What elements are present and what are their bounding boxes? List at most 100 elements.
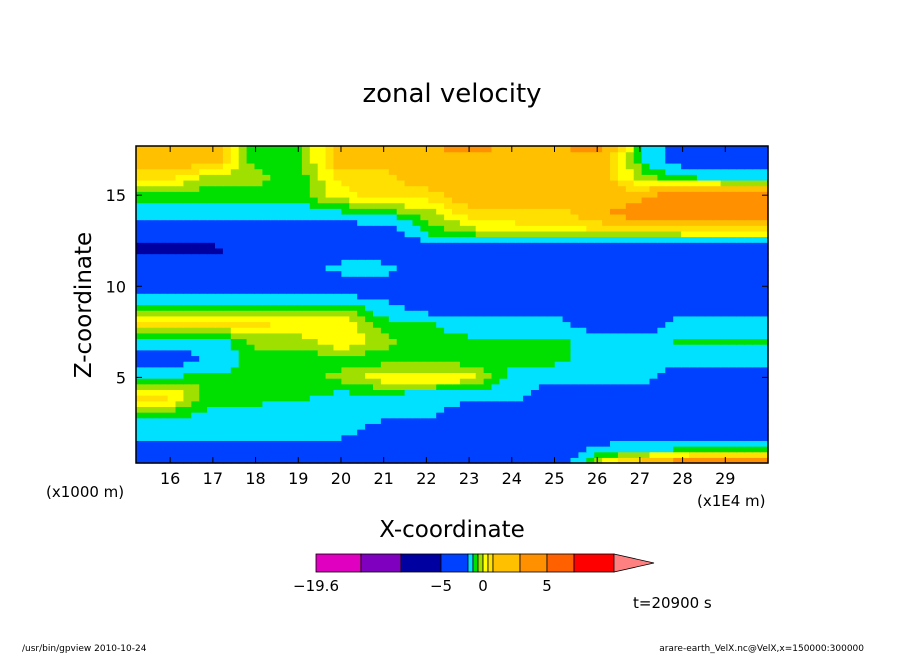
x-unit-left: (x1000 m) [46, 483, 124, 501]
heatmap-cell [199, 179, 208, 187]
heatmap-cell [136, 196, 145, 204]
heatmap-cell [428, 451, 437, 458]
heatmap-cell [215, 338, 224, 345]
heatmap-cell [238, 349, 248, 357]
heatmap-cell [167, 389, 177, 396]
heatmap-cell [760, 174, 769, 181]
heatmap-cell [570, 440, 579, 447]
heatmap-cell [262, 202, 271, 209]
heatmap-cell [641, 366, 651, 374]
heatmap-cell [357, 298, 366, 306]
heatmap-cell [452, 247, 461, 255]
heatmap-cell [633, 434, 643, 441]
heatmap-cell [554, 304, 564, 311]
heatmap-cell [365, 321, 374, 328]
heatmap-cell [420, 185, 429, 192]
heatmap-cell [215, 196, 224, 204]
heatmap-cell [452, 372, 461, 379]
heatmap-cell [349, 310, 358, 317]
heatmap-cell [760, 440, 769, 447]
heatmap-cell [475, 225, 485, 232]
heatmap-cell [294, 327, 303, 334]
heatmap-cell [538, 264, 548, 272]
heatmap-cell [633, 440, 643, 447]
heatmap-cell [420, 429, 429, 436]
heatmap-cell [309, 276, 319, 283]
heatmap-cell [538, 446, 548, 453]
heatmap-cell [325, 281, 335, 289]
heatmap-cell [215, 429, 224, 436]
heatmap-cell [357, 162, 366, 170]
heatmap-cell [736, 344, 745, 351]
heatmap-cell [246, 361, 256, 368]
heatmap-cell [207, 146, 216, 153]
heatmap-cell [349, 264, 358, 272]
heatmap-cell [728, 168, 737, 175]
heatmap-cell [286, 310, 295, 317]
heatmap-cell [428, 332, 437, 340]
heatmap-cell [712, 429, 722, 436]
heatmap-cell [633, 196, 643, 204]
heatmap-cell [159, 349, 169, 357]
heatmap-cell [586, 417, 595, 424]
heatmap-cell [436, 400, 445, 407]
heatmap-cell [467, 434, 477, 441]
heatmap-cell [681, 230, 690, 238]
heatmap-cell [744, 451, 753, 458]
heatmap-cell [341, 400, 350, 407]
heatmap-cell [230, 157, 240, 164]
heatmap-cell [380, 253, 390, 260]
heatmap-cell [475, 146, 485, 153]
heatmap-cell [578, 400, 587, 407]
heatmap-cell [167, 315, 177, 323]
heatmap-cell [673, 298, 682, 306]
heatmap-cell [546, 208, 556, 215]
heatmap-cell [404, 196, 414, 204]
heatmap-cell [246, 457, 256, 464]
heatmap-cell [262, 429, 271, 436]
heatmap-cell [728, 236, 737, 243]
heatmap-cell [278, 304, 287, 311]
heatmap-cell [657, 230, 666, 238]
heatmap-cell [744, 179, 753, 187]
heatmap-cell [696, 185, 706, 192]
heatmap-cell [594, 202, 603, 209]
heatmap-cell [207, 276, 216, 283]
heatmap-cell [325, 151, 335, 158]
heatmap-cell [341, 395, 350, 402]
heatmap-cell [230, 202, 240, 209]
heatmap-cell [396, 446, 406, 453]
heatmap-cell [309, 259, 319, 266]
heatmap-cell [365, 157, 374, 164]
heatmap-cell [333, 417, 342, 424]
heatmap-cell [531, 389, 540, 396]
heatmap-cell [546, 146, 556, 153]
heatmap-cell [238, 451, 248, 458]
heatmap-cell [159, 304, 169, 311]
heatmap-cell [183, 157, 192, 164]
heatmap-cell [681, 236, 690, 243]
heatmap-cell [475, 174, 485, 181]
heatmap-cell [657, 338, 666, 345]
heatmap-cell [238, 191, 248, 198]
heatmap-cell [531, 168, 540, 175]
heatmap-cell [491, 315, 500, 323]
heatmap-cell [365, 151, 374, 158]
heatmap-cell [720, 429, 730, 436]
heatmap-cell [760, 146, 769, 153]
heatmap-cell [578, 270, 587, 277]
heatmap-cell [159, 395, 169, 402]
heatmap-cell [428, 383, 437, 391]
heatmap-cell [246, 451, 256, 458]
heatmap-cell [151, 230, 161, 238]
heatmap-cell [207, 434, 216, 441]
heatmap-cell [704, 417, 714, 424]
heatmap-cell [404, 327, 414, 334]
heatmap-cell [657, 162, 666, 170]
heatmap-cell [420, 446, 429, 453]
heatmap-cell [720, 310, 730, 317]
heatmap-cell [720, 281, 730, 289]
heatmap-cell [388, 236, 398, 243]
heatmap-cell [333, 162, 342, 170]
heatmap-cell [301, 327, 311, 334]
